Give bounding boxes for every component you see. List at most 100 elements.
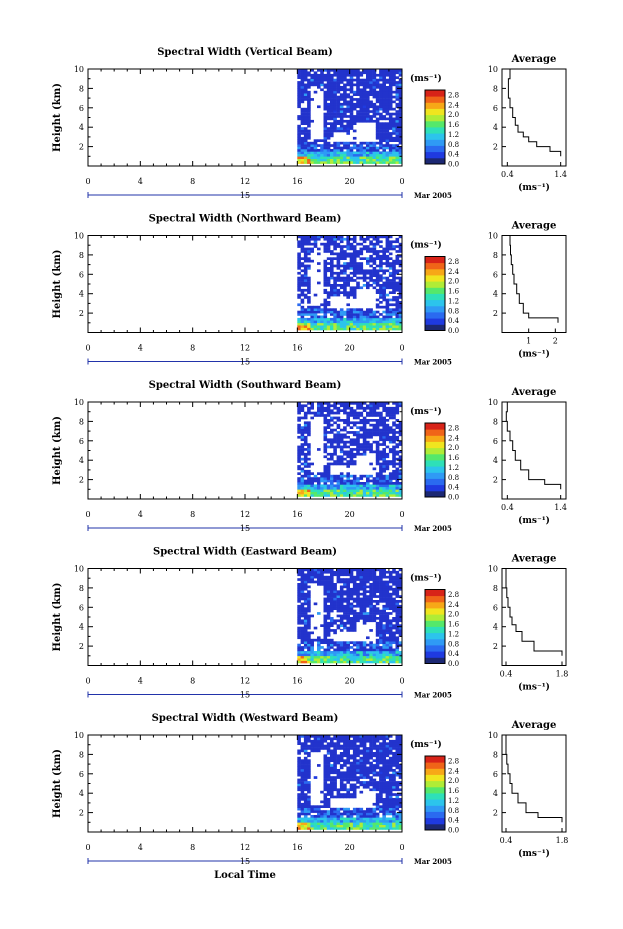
heatmap-cell: [310, 411, 314, 415]
heatmap-cell: [330, 288, 334, 292]
heatmap-cell: [326, 597, 331, 601]
heatmap-cell: [382, 462, 386, 466]
heatmap-cell: [300, 327, 305, 331]
heatmap-cell: [366, 619, 370, 623]
heatmap-cell: [379, 590, 383, 593]
heatmap-cell: [395, 110, 400, 113]
heatmap-cell: [339, 115, 344, 118]
heatmap-cell: [346, 315, 350, 319]
heatmap-cell: [392, 465, 396, 468]
heatmap-cell: [323, 132, 328, 135]
heatmap-cell: [388, 267, 393, 270]
heatmap-cell: [392, 747, 396, 750]
heatmap-cell: [310, 250, 314, 253]
average-x-tick-label: 0.4: [501, 503, 514, 512]
heatmap-cell: [320, 744, 324, 748]
heatmap-cell: [385, 124, 390, 128]
heatmap-cell: [323, 737, 328, 741]
heatmap-cell: [388, 660, 393, 664]
heatmap-cell: [382, 474, 386, 478]
heatmap-cell: [297, 486, 301, 490]
heatmap-cell: [392, 440, 396, 444]
heatmap-cell: [300, 315, 305, 319]
heatmap-cell: [369, 742, 373, 745]
heatmap-cell: [356, 648, 360, 652]
heatmap-cell: [369, 749, 373, 753]
heatmap-cell: [388, 788, 393, 792]
heatmap-cell: [382, 452, 386, 456]
heatmap-cell: [382, 477, 386, 480]
heatmap-cell: [303, 269, 308, 273]
heatmap-cell: [379, 752, 383, 755]
colorbar-tick-label: 0.0: [448, 327, 459, 335]
heatmap-cell: [297, 102, 301, 106]
heatmap-cell: [333, 127, 337, 130]
heatmap-cell: [300, 107, 305, 111]
heatmap-cell: [382, 479, 386, 483]
heatmap-cell: [317, 749, 321, 753]
heatmap-cell: [349, 452, 354, 456]
heatmap-cell: [323, 578, 328, 581]
heatmap-cell: [320, 153, 324, 157]
heatmap-cell: [300, 310, 305, 314]
heatmap-cell: [323, 445, 328, 449]
heatmap-cell: [379, 431, 383, 434]
heatmap-cell: [330, 817, 334, 821]
heatmap-cell: [310, 402, 314, 405]
heatmap-cell: [339, 455, 344, 459]
heatmap-cell: [382, 629, 386, 632]
heatmap-cell: [356, 252, 360, 256]
heatmap-cell: [398, 259, 403, 263]
heatmap-cell: [297, 653, 301, 657]
heatmap-cell: [323, 810, 328, 813]
y-tick-label: 8: [79, 251, 84, 260]
heatmap-cell: [382, 440, 386, 444]
heatmap-cell: [372, 78, 377, 82]
heatmap-cell: [346, 450, 350, 454]
heatmap-cell: [320, 81, 324, 84]
heatmap-cell: [346, 477, 350, 480]
heatmap-cell: [379, 141, 383, 145]
heatmap-cell: [385, 409, 390, 412]
colorbar-tick-label: 2.0: [448, 111, 459, 119]
heatmap-cell: [310, 568, 314, 572]
heatmap-cell: [339, 578, 344, 581]
heatmap-cell: [392, 590, 396, 593]
heatmap-cell: [352, 279, 357, 282]
heatmap-cell: [333, 110, 337, 113]
heatmap-cell: [330, 609, 334, 613]
heatmap-cell: [307, 783, 311, 787]
heatmap-cell: [336, 744, 341, 748]
heatmap-cell: [379, 117, 383, 121]
heatmap-cell: [352, 609, 357, 613]
heatmap-cell: [395, 284, 400, 287]
average-title: Average: [511, 387, 557, 398]
heatmap-cell: [339, 264, 344, 268]
heatmap-cell: [359, 93, 364, 96]
heatmap-cell: [372, 815, 377, 818]
colorbar-frame: [424, 422, 446, 498]
heatmap-cell: [323, 298, 328, 302]
heatmap-cell: [369, 90, 373, 94]
heatmap-cell: [359, 783, 364, 787]
heatmap-cell: [300, 245, 305, 248]
heatmap-cell: [398, 291, 403, 294]
heatmap-cell: [388, 626, 393, 630]
heatmap-cell: [333, 587, 337, 591]
heatmap-cell: [369, 658, 373, 661]
heatmap-cell: [300, 269, 305, 273]
heatmap-cell: [352, 585, 357, 589]
heatmap-cell: [336, 795, 341, 799]
heatmap-cell: [336, 271, 341, 275]
heatmap-cell: [362, 592, 367, 596]
heatmap-cell: [392, 824, 396, 828]
heatmap-cell: [356, 88, 360, 92]
heatmap-cell: [366, 617, 370, 620]
heatmap-cell: [346, 822, 350, 825]
heatmap-cell: [300, 573, 305, 577]
heatmap-cell: [326, 742, 331, 745]
heatmap-cell: [388, 322, 393, 326]
heatmap-cell: [303, 764, 308, 767]
heatmap-cell: [339, 315, 344, 319]
heatmap-cell: [385, 305, 390, 309]
